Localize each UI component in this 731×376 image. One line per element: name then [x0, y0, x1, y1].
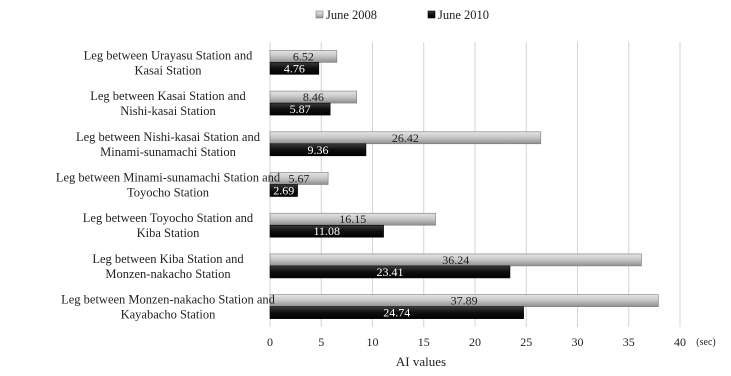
- category-label: Toyocho Station: [127, 186, 210, 200]
- data-label-june-2010: 11.08: [314, 224, 341, 238]
- x-tick-label: 30: [572, 335, 584, 349]
- legend: June 2008 June 2010: [315, 8, 489, 22]
- bar-june-2010: [269, 143, 367, 157]
- data-label-june-2008: 6.52: [293, 49, 314, 63]
- data-label-june-2010: 4.76: [284, 61, 305, 75]
- legend-swatch-june-2008: [315, 10, 324, 19]
- x-tick-label: 10: [367, 335, 379, 349]
- data-label-june-2010: 2.69: [273, 184, 294, 198]
- category-label: Leg between Monzen-nakacho Station and: [61, 293, 276, 307]
- data-label-june-2008: 36.24: [442, 253, 469, 267]
- bar-june-2010: [269, 306, 524, 319]
- x-axis-title: AI values: [396, 354, 446, 369]
- x-tick-label: 20: [469, 335, 481, 349]
- data-label-june-2010: 9.36: [307, 143, 328, 157]
- data-label-june-2008: 26.42: [392, 131, 419, 145]
- category-label: Leg between Nishi-kasai Station and: [76, 130, 261, 144]
- bar-june-2010: [269, 224, 384, 238]
- data-label-june-2010: 24.74: [383, 306, 410, 320]
- bars: [269, 50, 659, 319]
- category-label: Minami-sunamachi Station: [100, 145, 236, 159]
- category-label: Kiba Station: [137, 226, 201, 240]
- x-tick-label: 15: [418, 335, 430, 349]
- gridlines: [269, 42, 681, 327]
- category-label: Monzen-nakacho Station: [105, 267, 231, 281]
- category-label: Leg between Kasai Station and: [90, 89, 246, 103]
- data-label-june-2010: 5.87: [290, 102, 311, 116]
- legend-label-june-2008: June 2008: [326, 8, 377, 22]
- bar-june-2008: [269, 172, 329, 185]
- category-label: Leg between Urayasu Station and: [84, 48, 253, 62]
- bar-june-2008: [269, 131, 542, 145]
- data-label-june-2008: 16.15: [339, 212, 366, 226]
- x-tick-label: 25: [520, 335, 532, 349]
- category-label: Leg between Kiba Station and: [92, 252, 244, 266]
- x-tick-label: 35: [623, 335, 635, 349]
- legend-swatch-june-2010: [427, 10, 436, 19]
- x-axis-unit: (sec): [696, 337, 715, 348]
- bar-june-2010: [269, 265, 511, 279]
- legend-label-june-2010: June 2010: [438, 8, 489, 22]
- data-labels: 6.524.76 8.465.87 26.42 9.36 5.672.69 16.1511…: [273, 49, 477, 319]
- x-tick-labels: 0 5 10 15 20 25 30 35 40: [267, 335, 686, 349]
- data-label-june-2008: 5.67: [289, 172, 310, 186]
- data-label-june-2008: 8.46: [303, 90, 324, 104]
- data-label-june-2010: 23.41: [376, 265, 403, 279]
- category-label: Leg between Minami-sunamachi Station and: [56, 171, 281, 185]
- data-label-june-2008: 37.89: [451, 294, 478, 308]
- x-tick-label: 5: [318, 335, 324, 349]
- category-label: Kasai Station: [134, 63, 202, 77]
- category-label: Kayabacho Station: [121, 308, 217, 322]
- bar-june-2010: [269, 184, 298, 197]
- category-label: Leg between Toyocho Station and: [83, 211, 254, 225]
- category-label: Nishi-kasai Station: [120, 104, 216, 118]
- bar-june-2010: [269, 102, 331, 116]
- x-tick-label: 40: [674, 335, 686, 349]
- bar-june-2010: [269, 62, 320, 75]
- x-tick-label: 0: [267, 335, 273, 349]
